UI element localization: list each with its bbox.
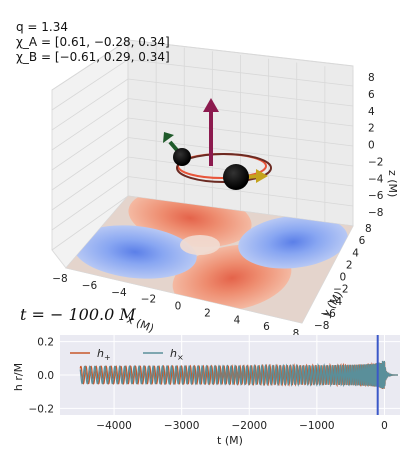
y-tick-label: 8 [365, 223, 372, 235]
waveform-y-tick-label: 0.0 [37, 370, 54, 382]
x-tick-label: 2 [204, 307, 211, 319]
z-tick-label: 8 [368, 72, 375, 84]
spin-b-arrowhead [256, 169, 268, 183]
x-tick-label: 0 [175, 301, 182, 313]
z-axis-ticks: −8 −6 −4 −2 0 2 4 6 8 [368, 72, 384, 219]
y-tick-label: −2 [333, 284, 348, 296]
x-tick-label: −4 [111, 287, 127, 299]
waveform-x-tick-label: −1000 [299, 420, 335, 432]
x-tick-label: 8 [293, 328, 300, 340]
x-tick-label: 6 [263, 321, 270, 333]
y-tick-label: 4 [352, 247, 359, 259]
black-hole-b [173, 148, 191, 166]
black-hole-a [223, 164, 249, 190]
x-tick-label: −8 [52, 273, 67, 285]
series-h-cross-line [79, 360, 398, 389]
x-tick-label: −6 [82, 280, 98, 292]
x-tick-label: 4 [234, 314, 241, 326]
x-axis-ticks: −8 −6 −4 −2 0 2 4 6 8 [52, 273, 299, 340]
y-tick-label: −6 [320, 308, 336, 320]
y-tick-label: 0 [340, 272, 347, 284]
waveform-x-tick-label: −4000 [96, 420, 132, 432]
waveform-y-tick-label: 0.2 [37, 337, 54, 349]
z-tick-label: 4 [368, 106, 375, 118]
floor-contour [66, 196, 353, 323]
spin-b-label: χ_B = [−0.61, 0.29, 0.34] [16, 50, 170, 64]
orbital-angular-momentum-arrowhead [203, 98, 219, 112]
z-tick-label: −2 [368, 156, 383, 168]
waveform-x-tick-label: 0 [381, 420, 388, 432]
contour-lobe-blue-right [238, 215, 348, 269]
y-tick-label: 2 [346, 259, 353, 271]
z-tick-label: −4 [368, 173, 384, 185]
waveform-x-tick-label: −2000 [231, 420, 267, 432]
time-readout: t = − 100.0 M [20, 305, 136, 324]
spin-a-label: χ_A = [0.61, −0.28, 0.34] [16, 35, 170, 49]
waveform-x-ticks: −4000 −3000 −2000 −1000 0 [96, 420, 387, 432]
waveform-y-tick-label: −0.2 [29, 403, 55, 415]
waveform-panel: −4000 −3000 −2000 −1000 0 0.2 0.0 −0.2 t (M) h… [12, 335, 400, 447]
y-tick-label: −4 [327, 296, 343, 308]
mass-ratio-label: q = 1.34 [16, 20, 69, 34]
y-tick-label: 6 [359, 235, 366, 247]
waveform-x-label: t (M) [217, 434, 243, 447]
z-axis-label: z (M) [386, 170, 399, 197]
waveform-y-label: h r/M [12, 363, 25, 391]
y-tick-label: −8 [314, 320, 329, 332]
z-tick-label: −6 [368, 190, 384, 202]
x-tick-label: −2 [141, 294, 156, 306]
contour-lobe-blue-left [73, 225, 197, 279]
waveform-y-ticks: 0.2 0.0 −0.2 [29, 337, 55, 416]
z-tick-label: 6 [368, 89, 375, 101]
z-tick-label: −8 [368, 207, 383, 219]
z-tick-label: 2 [368, 123, 375, 135]
waveform-x-tick-label: −3000 [164, 420, 200, 432]
z-tick-label: 0 [368, 140, 375, 152]
binary-parameters: q = 1.34 χ_A = [0.61, −0.28, 0.34] χ_B =… [16, 20, 170, 65]
spin-a-arrowhead [163, 132, 174, 143]
